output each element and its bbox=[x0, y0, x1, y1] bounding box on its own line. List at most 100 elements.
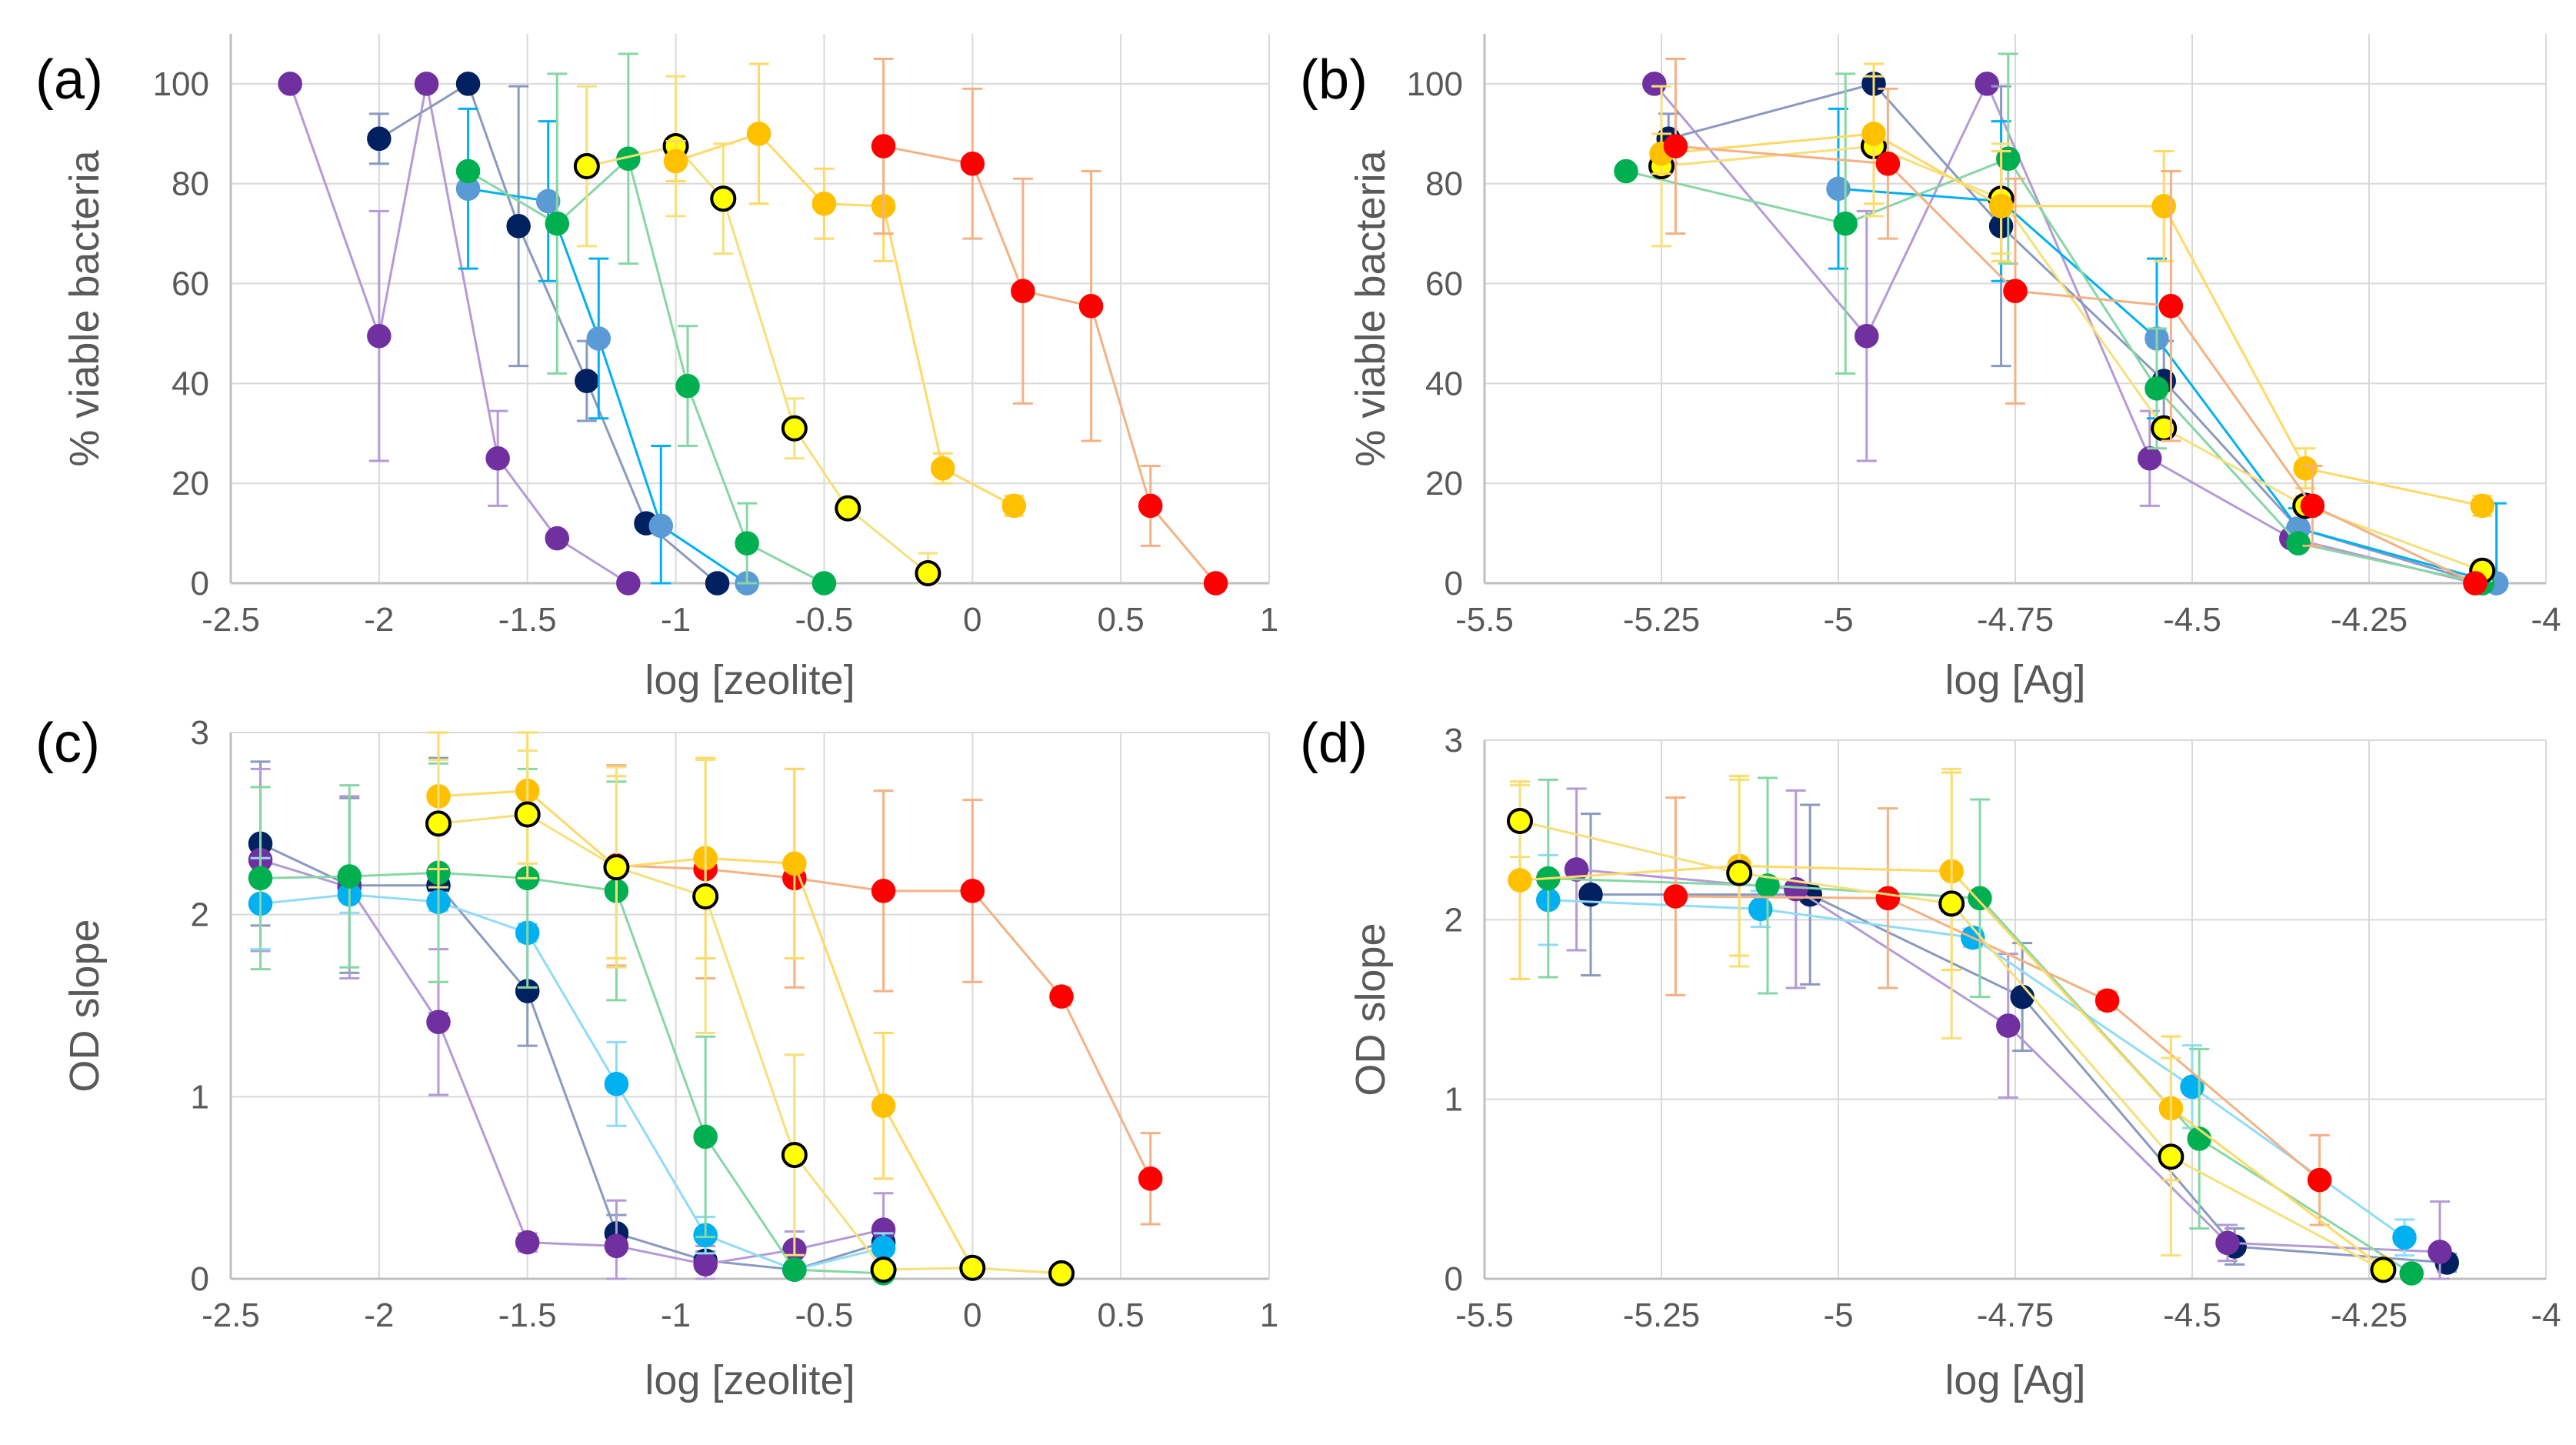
data-point bbox=[1663, 884, 1688, 909]
data-point bbox=[455, 159, 481, 184]
x-tick-label: -4.5 bbox=[2163, 601, 2221, 639]
y-tick-label: 100 bbox=[153, 65, 209, 103]
data-point bbox=[515, 1230, 540, 1255]
x-tick-label: -2 bbox=[364, 1296, 394, 1334]
data-point bbox=[603, 854, 630, 881]
data-point bbox=[425, 810, 452, 837]
data-point bbox=[693, 1252, 718, 1276]
y-axis-title: OD slope bbox=[62, 919, 108, 1092]
data-point bbox=[2300, 493, 2325, 519]
data-point bbox=[2151, 194, 2176, 219]
data-point bbox=[871, 879, 896, 903]
data-point bbox=[1138, 493, 1163, 519]
data-point bbox=[604, 1233, 629, 1259]
data-point bbox=[871, 134, 896, 159]
x-tick-label: 0.5 bbox=[1098, 601, 1145, 639]
data-point bbox=[1861, 122, 1886, 146]
series-line bbox=[586, 145, 929, 575]
data-point bbox=[1968, 886, 1992, 911]
series-green bbox=[1614, 52, 2494, 596]
y-axis-title: % viable bacteria bbox=[62, 149, 108, 466]
data-point bbox=[835, 495, 861, 522]
data-point bbox=[930, 456, 955, 481]
x-tick-label: -5.25 bbox=[1623, 1296, 1700, 1334]
panel-a: -2.5 -2 -1.5 -1 -0.5 0 0.5 1 0 20 40 60 80 100 log [ze… bbox=[35, 34, 1278, 703]
data-point bbox=[604, 1072, 629, 1096]
series-line bbox=[438, 789, 1062, 1275]
data-point bbox=[2392, 1225, 2417, 1250]
data-point bbox=[781, 415, 808, 442]
series-red bbox=[871, 57, 1228, 596]
x-tick-label: -5.5 bbox=[1455, 1296, 1514, 1334]
data-point bbox=[2470, 493, 2494, 519]
data-point bbox=[960, 879, 985, 903]
series-yellow-ring bbox=[1648, 75, 2496, 584]
series-line bbox=[1668, 82, 2483, 585]
y-tick-label: 40 bbox=[1425, 365, 1463, 402]
data-point bbox=[782, 851, 807, 876]
data-point bbox=[1938, 890, 1965, 917]
x-tick-label: -5 bbox=[1823, 1296, 1853, 1334]
y-tick-label: 60 bbox=[172, 265, 209, 303]
data-point bbox=[2307, 1167, 2332, 1193]
data-point bbox=[1078, 294, 1104, 319]
data-point bbox=[1507, 808, 1533, 834]
series-lightblue bbox=[1536, 853, 2417, 1257]
data-point bbox=[573, 153, 600, 180]
y-tick-label: 3 bbox=[191, 714, 209, 752]
data-point bbox=[675, 373, 700, 399]
series-navy bbox=[1578, 803, 2459, 1275]
data-point bbox=[705, 571, 730, 596]
data-point bbox=[506, 214, 531, 239]
y-tick-label: 20 bbox=[1425, 465, 1463, 502]
data-point bbox=[782, 1257, 807, 1282]
x-tick-label: -1 bbox=[661, 1296, 691, 1334]
data-point bbox=[2180, 1074, 2204, 1100]
y-axis-title: % viable bacteria bbox=[1348, 149, 1394, 466]
data-point bbox=[248, 866, 273, 891]
data-point bbox=[871, 1236, 896, 1260]
data-point bbox=[2094, 988, 2120, 1013]
series-purple bbox=[278, 72, 641, 596]
data-point bbox=[545, 526, 570, 551]
data-point bbox=[1203, 571, 1228, 596]
gridlines bbox=[230, 732, 1270, 1280]
data-point bbox=[960, 152, 985, 176]
series-green bbox=[455, 52, 837, 596]
y-tick-label: 2 bbox=[191, 896, 209, 934]
data-point bbox=[2010, 984, 2034, 1009]
x-tick-label: -2.5 bbox=[202, 601, 260, 639]
data-point bbox=[485, 446, 510, 471]
data-point bbox=[586, 326, 612, 351]
data-point bbox=[455, 72, 481, 96]
series-line bbox=[438, 813, 1062, 1275]
x-tick-label: -5.25 bbox=[1623, 601, 1700, 639]
series-lightblue bbox=[248, 856, 896, 1282]
x-tick-label: 1 bbox=[1260, 1296, 1278, 1334]
series-navy bbox=[248, 756, 896, 1282]
gridlines bbox=[1484, 739, 2547, 1280]
data-point bbox=[693, 1124, 718, 1150]
data-point bbox=[1855, 323, 1879, 349]
data-point bbox=[2215, 1230, 2240, 1256]
series-line bbox=[260, 893, 884, 1271]
series-line bbox=[1675, 895, 2321, 1181]
series-yellow-ring bbox=[425, 749, 1075, 1286]
data-point bbox=[2293, 456, 2318, 481]
x-tick-label: -4 bbox=[2531, 1296, 2561, 1334]
series-line bbox=[260, 871, 884, 1275]
series-line bbox=[467, 156, 825, 585]
x-tick-label: -1.5 bbox=[498, 1296, 557, 1334]
data-point bbox=[2370, 1256, 2397, 1283]
data-point bbox=[1578, 882, 1603, 907]
data-point bbox=[1833, 211, 1858, 236]
data-point bbox=[811, 571, 837, 596]
data-point bbox=[692, 883, 719, 909]
y-tick-label: 40 bbox=[172, 365, 209, 402]
data-point bbox=[414, 72, 439, 96]
series-line bbox=[1653, 81, 2476, 585]
x-tick-label: -0.5 bbox=[795, 601, 854, 639]
data-point bbox=[648, 513, 674, 539]
series-line bbox=[1675, 145, 2476, 585]
data-point bbox=[1996, 1013, 2021, 1038]
